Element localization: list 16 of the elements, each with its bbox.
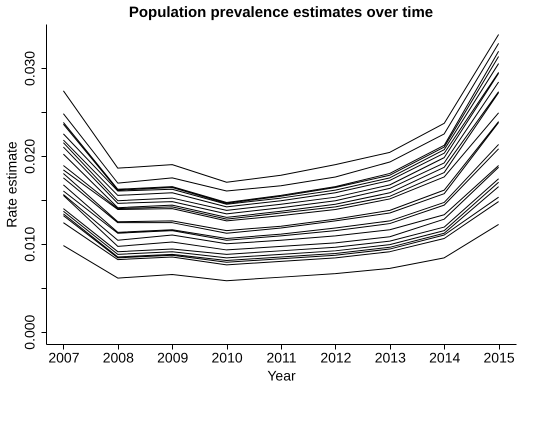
chart-title: Population prevalence estimates over time: [128, 4, 434, 21]
x-tick-label: 2008: [102, 350, 134, 366]
x-tick-label: 2015: [484, 350, 515, 366]
y-tick-label: 0.030: [22, 50, 38, 86]
y-tick-label: 0.020: [22, 138, 38, 174]
x-tick-label: 2009: [157, 350, 188, 366]
x-tick-label: 2012: [320, 350, 352, 366]
x-tick-label: 2011: [266, 350, 297, 366]
x-tick-label: 2013: [374, 350, 406, 366]
x-tick-label: 2014: [429, 350, 460, 366]
y-tick-label: 0.010: [22, 226, 38, 262]
x-axis-title: Year: [267, 368, 296, 384]
y-tick-label: 0.000: [22, 314, 38, 350]
x-tick-label: 2007: [48, 350, 80, 366]
y-axis-title: Rate estimate: [4, 141, 20, 228]
x-tick-label: 2010: [212, 350, 243, 366]
